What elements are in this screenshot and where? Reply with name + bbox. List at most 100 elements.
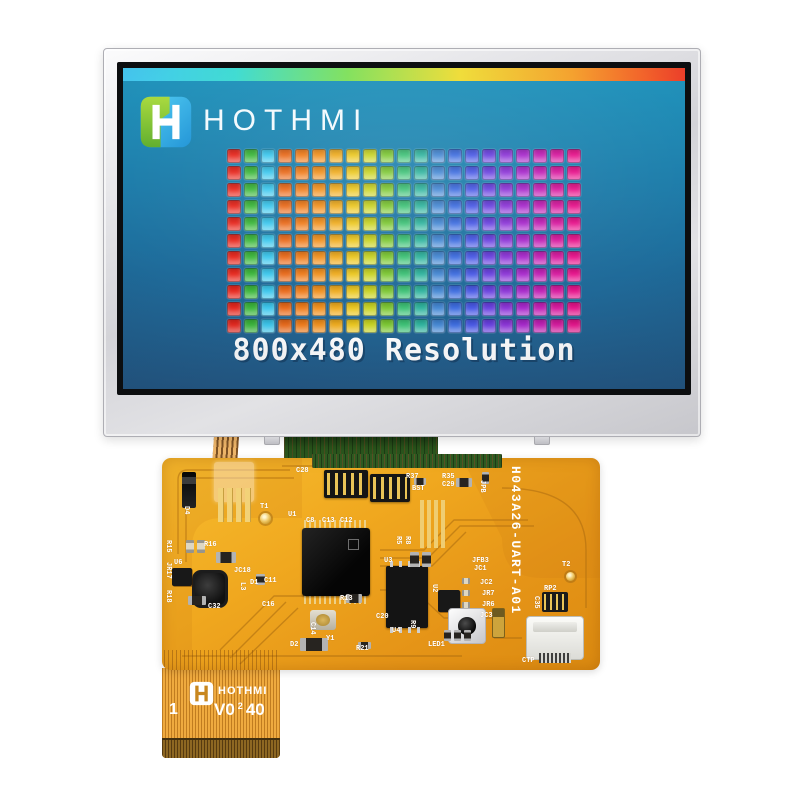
brand-text: HOTHMI [203,104,370,137]
component-smd-dark [188,596,206,605]
grid-cell [499,217,513,231]
grid-cell [312,234,326,248]
grid-cell [227,149,241,163]
grid-cell [261,285,275,299]
grid-cell [414,319,428,333]
grid-cell [227,166,241,180]
component-smd-light [186,540,194,553]
grid-cell [516,200,530,214]
grid-cell [329,268,343,282]
fpc-version-sup: 2 [237,701,243,711]
component-sot [438,590,460,612]
silkscreen-label: R35 [442,473,455,481]
silkscreen-label: U6 [174,559,183,567]
grid-cell [346,200,360,214]
grid-cell [448,268,462,282]
grid-cell [363,268,377,282]
grid-cell [533,319,547,333]
grid-cell [516,166,530,180]
grid-cell [448,319,462,333]
grid-cell [499,200,513,214]
component-crystal [310,610,336,630]
grid-cell [431,234,445,248]
component-smd-dark [410,552,419,567]
grid-cell [499,319,513,333]
grid-cell [244,166,258,180]
grid-cell [244,302,258,316]
grid-cell [363,200,377,214]
grid-cell [414,183,428,197]
fpc-contacts [162,738,280,758]
grid-cell [244,183,258,197]
grid-cell [346,166,360,180]
grid-cell [363,183,377,197]
silkscreen-label: D1 [250,579,259,587]
grid-cell [312,251,326,265]
silkscreen-label: CTP [522,657,535,665]
lcd-screen: HOTHMI 800x480 Resolution [123,68,685,389]
grid-cell [380,319,394,333]
pcb-board: H043A26-UART-A01 C28 R37 BST R35 C29 JPB T1 U1 C… [162,458,600,670]
grid-cell [295,149,309,163]
component-smd-dark [414,478,426,485]
silkscreen-label: JC2 [480,579,493,587]
grid-cell [448,166,462,180]
silkscreen-label: R13 [340,595,353,603]
grid-cell [363,319,377,333]
silkscreen-label: C11 [264,577,277,585]
silkscreen-label: JPB [478,480,486,493]
grid-cell [431,302,445,316]
grid-cell [227,234,241,248]
silkscreen-label: C29 [442,481,455,489]
grid-cell [363,166,377,180]
grid-cell [482,149,496,163]
grid-cell [346,183,360,197]
silkscreen-label: R9 [408,620,416,629]
grid-cell [448,285,462,299]
grid-cell [499,149,513,163]
component-smd-dark [454,630,461,641]
grid-cell [550,268,564,282]
grid-cell [550,285,564,299]
grid-cell [363,285,377,299]
grid-cell [329,166,343,180]
silkscreen-label: JFB3 [472,557,489,565]
grid-cell [465,234,479,248]
grid-cell [261,200,275,214]
grid-cell [465,302,479,316]
grid-cell [414,268,428,282]
grid-cell [533,183,547,197]
grid-cell [465,183,479,197]
grid-cell [261,149,275,163]
grid-cell [380,234,394,248]
component-smd-dark [464,630,471,641]
grid-cell [414,234,428,248]
grid-cell [516,217,530,231]
grid-cell [363,217,377,231]
grid-cell [567,234,581,248]
fpc-pin40-label: 40 [245,700,265,719]
silkscreen-label: C14 [308,622,316,635]
grid-cell [397,234,411,248]
grid-cell [380,268,394,282]
silkscreen-label: C35 [532,596,540,609]
grid-cell [346,217,360,231]
grid-cell [380,200,394,214]
grid-cell [227,285,241,299]
grid-cell [261,217,275,231]
grid-cell [448,251,462,265]
grid-cell [397,268,411,282]
grid-cell [533,217,547,231]
component-resnet [542,592,568,612]
bezel-tab [264,437,280,445]
silkscreen-label: U2 [430,584,438,593]
grid-cell [346,319,360,333]
grid-cell [244,217,258,231]
grid-cell [278,268,292,282]
grid-cell [448,183,462,197]
silkscreen-label: T1 [260,503,269,511]
color-grid [227,149,581,333]
grid-cell [567,302,581,316]
grid-cell [227,217,241,231]
grid-cell [499,183,513,197]
